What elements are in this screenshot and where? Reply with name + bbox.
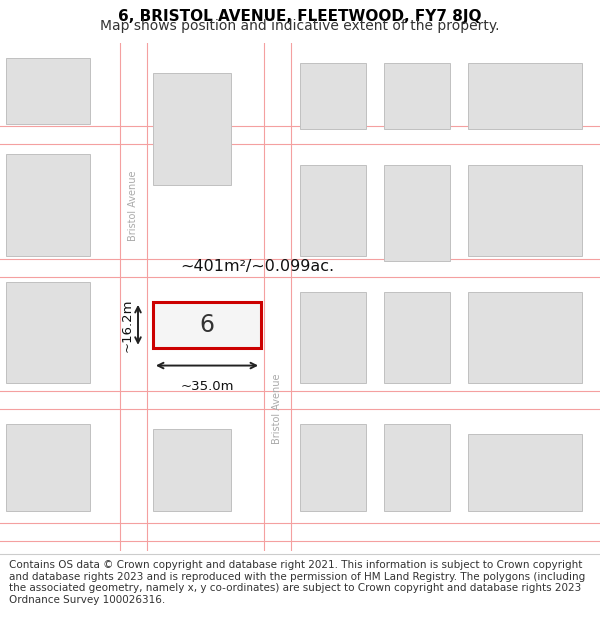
Bar bbox=[6, 154, 90, 256]
Text: Contains OS data © Crown copyright and database right 2021. This information is : Contains OS data © Crown copyright and d… bbox=[9, 560, 585, 605]
Bar bbox=[384, 164, 450, 261]
Bar bbox=[0, 259, 600, 276]
Text: 6: 6 bbox=[199, 313, 215, 337]
Bar bbox=[468, 164, 582, 256]
Bar bbox=[153, 302, 261, 348]
Bar bbox=[6, 282, 90, 383]
Bar bbox=[300, 63, 366, 129]
Bar bbox=[0, 523, 600, 541]
Bar bbox=[468, 63, 582, 129]
Bar bbox=[0, 126, 600, 144]
Bar bbox=[384, 63, 450, 129]
Text: ~16.2m: ~16.2m bbox=[120, 298, 133, 352]
Bar bbox=[6, 424, 90, 511]
Bar bbox=[300, 424, 366, 511]
Bar bbox=[300, 164, 366, 256]
Text: Bristol Avenue: Bristol Avenue bbox=[272, 374, 283, 444]
Text: ~35.0m: ~35.0m bbox=[180, 380, 234, 392]
Bar bbox=[120, 42, 147, 551]
Bar bbox=[0, 391, 600, 409]
Bar bbox=[6, 58, 90, 124]
Bar bbox=[384, 292, 450, 383]
Bar bbox=[468, 292, 582, 383]
Text: 6, BRISTOL AVENUE, FLEETWOOD, FY7 8JQ: 6, BRISTOL AVENUE, FLEETWOOD, FY7 8JQ bbox=[118, 9, 482, 24]
Text: Bristol Avenue: Bristol Avenue bbox=[128, 170, 139, 241]
Bar bbox=[300, 292, 366, 383]
Text: ~401m²/~0.099ac.: ~401m²/~0.099ac. bbox=[180, 259, 334, 274]
Bar bbox=[264, 42, 291, 551]
Bar bbox=[153, 73, 231, 185]
Bar bbox=[468, 434, 582, 511]
Bar bbox=[153, 429, 231, 511]
Bar bbox=[384, 424, 450, 511]
Text: Map shows position and indicative extent of the property.: Map shows position and indicative extent… bbox=[100, 19, 500, 33]
